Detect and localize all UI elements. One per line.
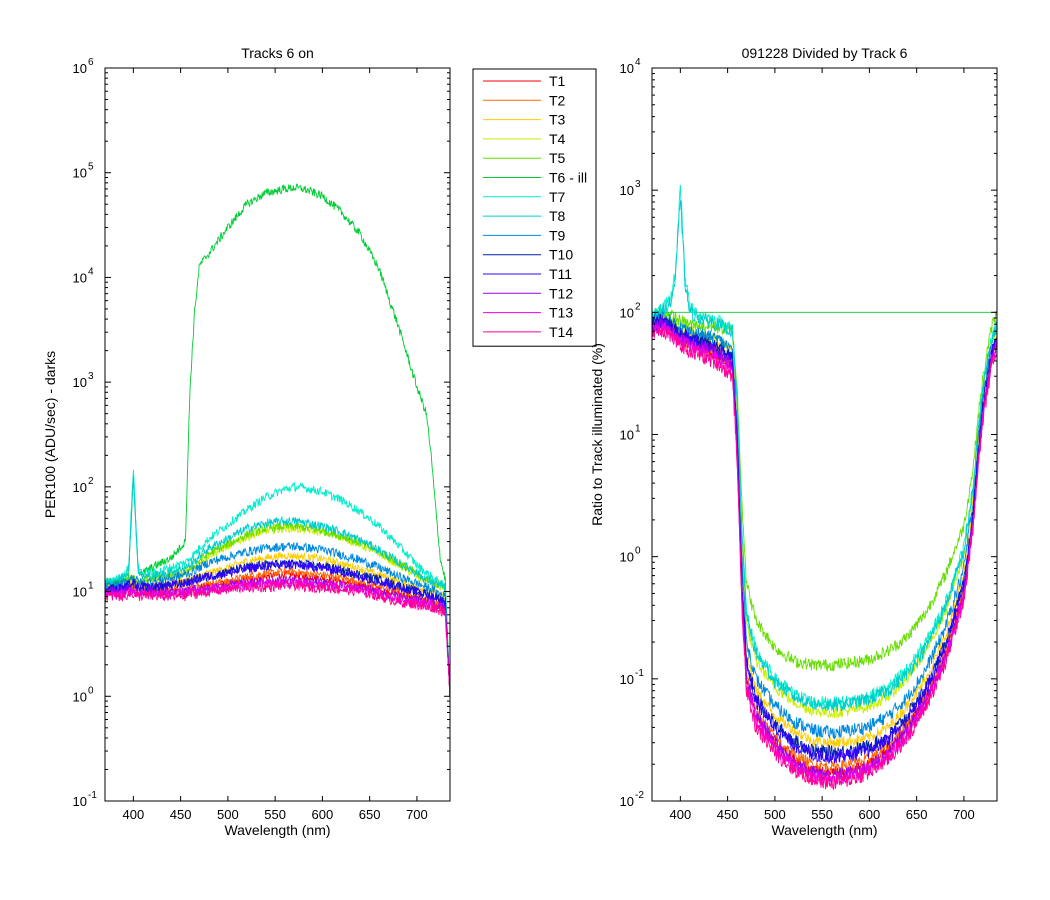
y-tick-exponent: 3 <box>635 179 641 190</box>
y-tick-label: 10 <box>620 794 634 809</box>
legend-entry: T14 <box>549 324 573 340</box>
x-tick-label: 400 <box>123 807 145 822</box>
series-line-t12 <box>652 317 997 784</box>
series-line-t13 <box>652 321 997 787</box>
y-tick-exponent: 6 <box>88 57 94 68</box>
y-tick-exponent: 2 <box>635 301 641 312</box>
series-line-t11 <box>105 559 450 690</box>
y-tick-exponent: -1 <box>635 668 644 679</box>
y-tick-label: 10 <box>73 689 87 704</box>
y-axis-label: PER100 (ADU/sec) - darks <box>42 351 58 518</box>
y-tick-label: 10 <box>620 550 634 565</box>
y-tick-exponent: 2 <box>88 476 94 487</box>
y-tick-exponent: 0 <box>635 546 641 557</box>
x-tick-label: 600 <box>312 807 334 822</box>
y-tick-exponent: 1 <box>635 424 641 435</box>
y-tick-label: 10 <box>620 183 634 198</box>
legend: T1 T2 T3 T4 T5 T6 - ill T7 T8 T9 T10 T11 T12 T13 T14 <box>472 68 597 347</box>
x-tick-label: 500 <box>764 807 786 822</box>
legend-entry: T7 <box>549 189 566 205</box>
x-tick-label: 550 <box>811 807 833 822</box>
series-line-t13 <box>105 577 450 697</box>
x-tick-label: 400 <box>670 807 692 822</box>
y-axis-label: Ratio to Track illuminated (%) <box>589 343 605 526</box>
legend-entry: T13 <box>549 305 573 321</box>
legend-entry: T3 <box>549 112 566 128</box>
legend-entry: T8 <box>549 208 566 224</box>
legend-entry: T5 <box>549 150 566 166</box>
y-tick-label: 10 <box>73 61 87 76</box>
y-tick-exponent: 0 <box>88 685 94 696</box>
y-tick-label: 10 <box>73 270 87 285</box>
y-tick-exponent: 4 <box>635 57 641 68</box>
y-tick-exponent: 3 <box>88 371 94 382</box>
x-tick-label: 700 <box>953 807 975 822</box>
y-tick-label: 10 <box>620 428 634 443</box>
series-line-t14 <box>652 326 997 791</box>
y-tick-label: 10 <box>73 480 87 495</box>
x-tick-label: 450 <box>717 807 739 822</box>
x-tick-label: 650 <box>359 807 381 822</box>
series-line-t7 <box>652 185 997 711</box>
series-line-t8 <box>652 199 997 713</box>
axes-frame <box>651 67 998 802</box>
legend-entry: T6 - ill <box>549 170 587 186</box>
series-line-t5 <box>652 307 997 673</box>
legend-entry: T11 <box>549 266 572 282</box>
x-tick-label: 550 <box>264 807 286 822</box>
series-line-t8 <box>105 475 450 693</box>
y-tick-label: 10 <box>73 794 87 809</box>
y-tick-label: 10 <box>620 672 634 687</box>
chart-title: Tracks 6 on <box>241 45 314 61</box>
legend-entry: T1 <box>549 73 566 89</box>
y-tick-label: 10 <box>620 305 634 320</box>
series-line-t4 <box>105 523 450 695</box>
legend-entry: T4 <box>549 131 566 147</box>
axes-frame <box>104 67 451 802</box>
series-line-t1 <box>652 321 997 778</box>
legend-box <box>472 68 597 347</box>
series-line-t10 <box>652 313 997 760</box>
y-tick-exponent: 1 <box>88 581 94 592</box>
series-line-t12 <box>105 574 450 697</box>
x-tick-label: 600 <box>859 807 881 822</box>
series-line-t9 <box>105 541 450 694</box>
y-tick-label: 10 <box>73 166 87 181</box>
series-line-t6-ill <box>105 183 450 691</box>
legend-entry: T9 <box>549 227 566 243</box>
legend-entry: T2 <box>549 92 566 108</box>
x-tick-label: 650 <box>906 807 928 822</box>
chart-title: 091228 Divided by Track 6 <box>742 45 908 61</box>
x-tick-label: 500 <box>217 807 239 822</box>
y-tick-exponent: 4 <box>88 266 94 277</box>
x-tick-label: 450 <box>170 807 192 822</box>
series-line-t9 <box>652 310 997 740</box>
series-line-t14 <box>105 579 450 689</box>
y-tick-label: 10 <box>73 585 87 600</box>
legend-entry: T12 <box>549 285 573 301</box>
series-line-t2 <box>652 317 997 774</box>
y-tick-label: 10 <box>620 61 634 76</box>
y-tick-exponent: -2 <box>635 790 644 801</box>
y-tick-exponent: 5 <box>88 162 94 173</box>
x-axis-label: Wavelength (nm) <box>771 822 877 838</box>
y-tick-exponent: -1 <box>88 790 97 801</box>
series-line-t11 <box>652 315 997 764</box>
x-axis-label: Wavelength (nm) <box>224 822 330 838</box>
x-tick-label: 700 <box>406 807 428 822</box>
y-tick-label: 10 <box>73 375 87 390</box>
legend-entry: T10 <box>549 247 573 263</box>
series-line-t3 <box>652 313 997 749</box>
